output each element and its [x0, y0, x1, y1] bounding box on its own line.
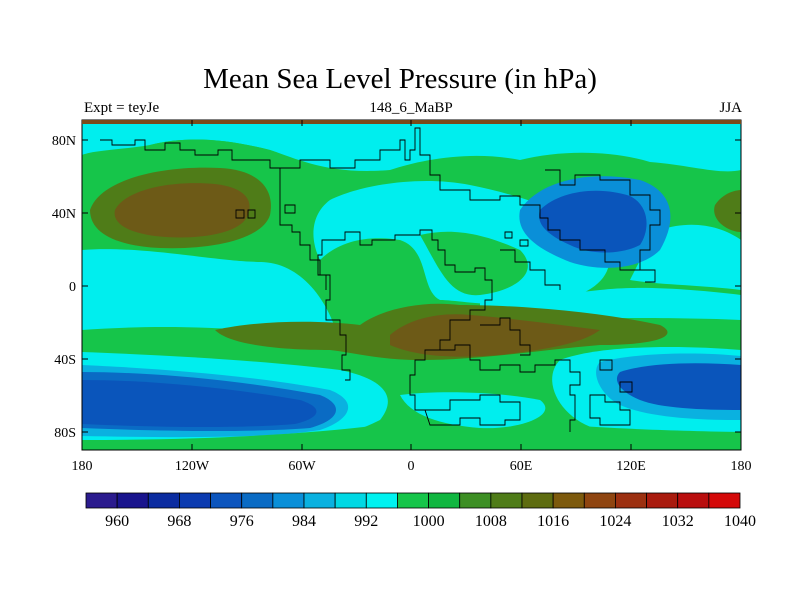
lat-tick: 80N [52, 134, 741, 149]
colorbar-label: 968 [167, 513, 191, 530]
colorbar-swatch [583, 492, 616, 509]
lat-label-0: 0 [69, 280, 76, 295]
lon-axis: 180 120W 60W 0 60E 120E 180 [72, 120, 752, 474]
coastlines [100, 127, 661, 432]
colorbar-label: 960 [105, 513, 129, 530]
field-high [114, 183, 250, 238]
colorbar-label: 976 [230, 513, 254, 530]
colorbar-swatch [179, 492, 211, 509]
colorbar-swatch [365, 492, 398, 509]
colorbar-swatch [147, 492, 180, 509]
chart-title: Mean Sea Level Pressure (in hPa) [203, 63, 597, 95]
lon-tick: 60W [288, 120, 316, 474]
field-low [82, 380, 317, 427]
lat-tick: 40N [52, 207, 741, 222]
colorbar-label: 1040 [724, 513, 756, 530]
lon-tick: 180 [72, 444, 93, 474]
field-band [82, 120, 741, 172]
colorbar-label: 1000 [413, 513, 445, 530]
field-high [714, 190, 741, 232]
lon-label-180e: 180 [731, 459, 752, 474]
lat-tick: 0 [69, 280, 741, 295]
colorbar-swatch [677, 492, 710, 509]
field-band [400, 392, 546, 429]
lat-tick: 80S [54, 426, 741, 441]
colorbar-label: 1024 [599, 513, 631, 530]
lon-label-120E: 120E [616, 459, 646, 474]
field-band [82, 251, 265, 319]
colorbar-swatch [85, 492, 118, 509]
lat-label-80S: 80S [54, 426, 76, 441]
field-high [390, 314, 600, 357]
lon-label-180w: 180 [72, 459, 93, 474]
field-band [420, 231, 528, 296]
colorbar-label: 1016 [537, 513, 569, 530]
colorbar-swatch [116, 492, 149, 509]
field-band [82, 417, 741, 450]
colorbar-label: 1032 [662, 513, 694, 530]
season-label: JJA [719, 100, 742, 116]
colorbar-swatch [646, 492, 679, 509]
lon-tick: 60E [510, 120, 533, 474]
colorbar-label: 984 [292, 513, 316, 530]
lon-tick: 180 [731, 444, 752, 474]
period-label: 148_6_MaBP [369, 100, 453, 116]
field-low [539, 190, 647, 253]
lon-label-120W: 120W [175, 459, 210, 474]
lon-tick: 0 [408, 120, 415, 474]
colorbar-label: 1008 [475, 513, 507, 530]
colorbar: 960 968 976 984 992 1000 1008 1016 1024 1032 1040 [85, 492, 756, 530]
colorbar-swatch [241, 492, 274, 509]
lat-tick: 40S [54, 353, 741, 368]
colorbar-swatch [210, 492, 243, 509]
lon-tick: 120E [616, 120, 646, 474]
colorbar-swatch [303, 492, 336, 509]
lon-label-60W: 60W [288, 459, 316, 474]
lat-label-80N: 80N [52, 134, 76, 149]
lon-tick: 120W [175, 120, 210, 474]
colorbar-swatch [428, 492, 461, 509]
colorbar-swatch [708, 492, 741, 509]
experiment-label: Expt = teyJe [84, 100, 160, 116]
colorbar-swatch [334, 492, 367, 509]
field-band [150, 139, 299, 172]
pressure-field [82, 120, 741, 450]
lat-axis: 80N 40N 0 40S 80S [52, 134, 741, 441]
colorbar-swatch [552, 492, 585, 509]
colorbar-swatch [272, 492, 305, 509]
colorbar-swatch [397, 492, 429, 509]
colorbar-swatch [459, 492, 492, 509]
colorbar-label: 992 [354, 513, 378, 530]
colorbar-swatch [490, 492, 523, 509]
colorbar-swatch [521, 492, 554, 509]
lon-label-60E: 60E [510, 459, 533, 474]
lon-label-0: 0 [408, 459, 415, 474]
field-low [616, 363, 741, 410]
lat-label-40N: 40N [52, 207, 76, 222]
lat-label-40S: 40S [54, 353, 76, 368]
colorbar-swatch [615, 492, 647, 509]
